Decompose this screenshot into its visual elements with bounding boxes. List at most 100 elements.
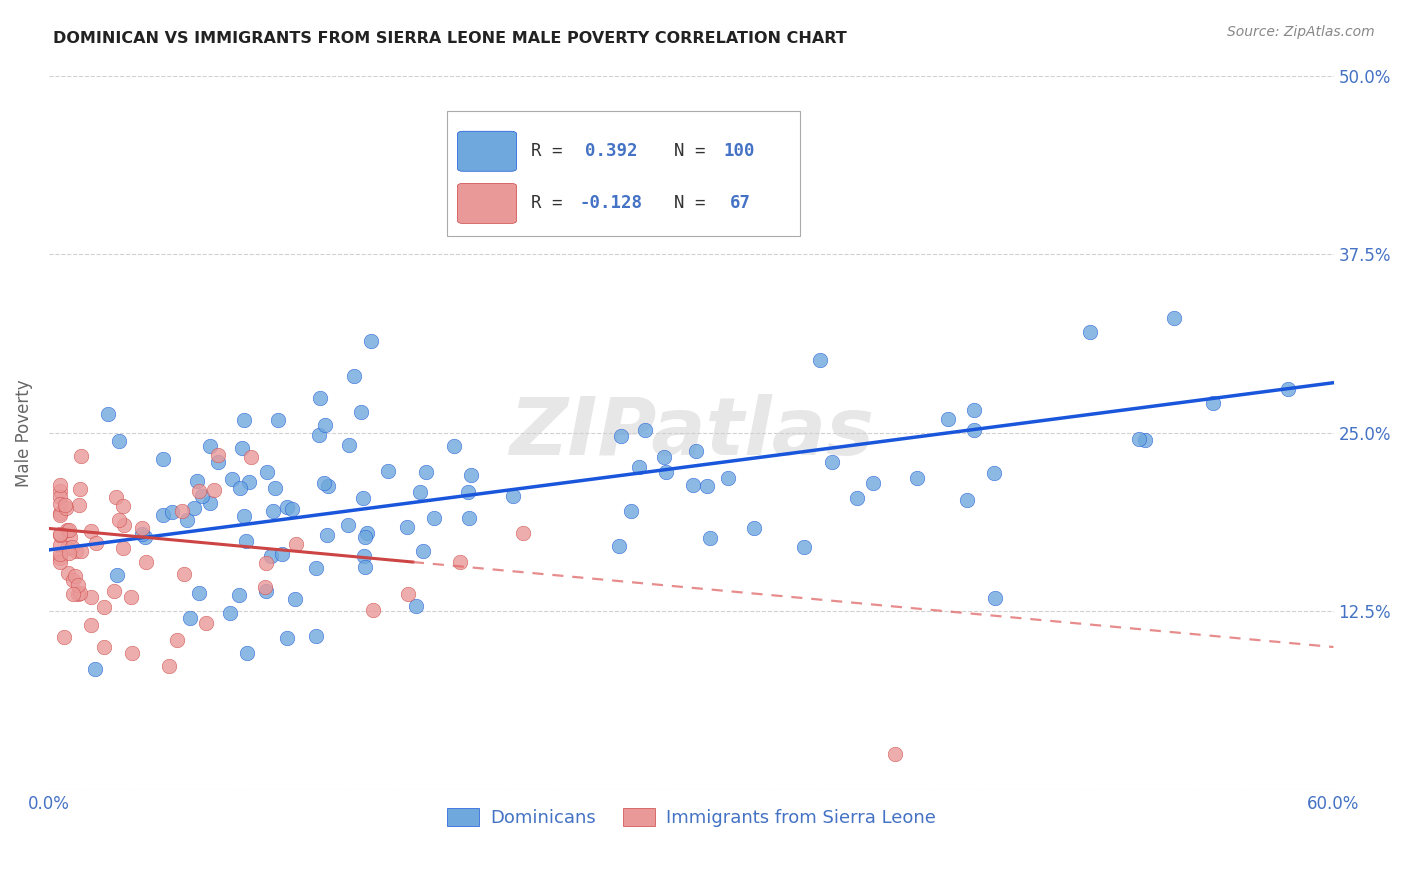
Point <box>86 536 108 550</box>
Point <box>93 640 115 655</box>
Point <box>56 523 79 537</box>
Point <box>112 518 135 533</box>
Point <box>179 611 201 625</box>
Point <box>69 482 91 496</box>
Point <box>305 629 328 643</box>
Point <box>821 455 844 469</box>
Point <box>159 658 181 673</box>
Point <box>108 434 131 448</box>
Point <box>634 423 657 437</box>
Point <box>48 555 70 569</box>
Point <box>254 580 277 594</box>
Point <box>48 528 70 542</box>
Point <box>415 466 437 480</box>
Text: 67: 67 <box>730 194 751 212</box>
Point <box>862 476 884 491</box>
Point <box>65 543 87 558</box>
Point <box>1163 311 1185 326</box>
Point <box>284 592 307 607</box>
Point <box>350 404 373 418</box>
Point <box>107 568 129 582</box>
Point <box>207 455 229 469</box>
Point <box>963 403 986 417</box>
Point <box>316 528 339 542</box>
Text: Source: ZipAtlas.com: Source: ZipAtlas.com <box>1227 25 1375 39</box>
Point <box>742 521 765 535</box>
Point <box>173 567 195 582</box>
Point <box>717 471 740 485</box>
Point <box>80 524 103 538</box>
Point <box>260 549 283 563</box>
Point <box>682 478 704 492</box>
Point <box>654 450 676 464</box>
Point <box>254 556 277 570</box>
Point <box>262 504 284 518</box>
Point <box>188 586 211 600</box>
Point <box>628 459 651 474</box>
Point <box>352 491 374 505</box>
Y-axis label: Male Poverty: Male Poverty <box>15 379 32 486</box>
Point <box>67 577 90 591</box>
Point <box>808 352 831 367</box>
FancyBboxPatch shape <box>457 131 516 171</box>
Point <box>458 511 481 525</box>
Point <box>685 444 707 458</box>
Point <box>232 413 254 427</box>
Point <box>449 556 471 570</box>
Point <box>56 566 79 580</box>
Point <box>314 476 336 491</box>
Point <box>80 590 103 604</box>
Text: DOMINICAN VS IMMIGRANTS FROM SIERRA LEONE MALE POVERTY CORRELATION CHART: DOMINICAN VS IMMIGRANTS FROM SIERRA LEON… <box>53 31 848 46</box>
Point <box>360 334 382 349</box>
Point <box>60 540 83 554</box>
Point <box>267 413 290 427</box>
Point <box>105 490 128 504</box>
Point <box>336 517 359 532</box>
Point <box>793 540 815 554</box>
Point <box>112 500 135 514</box>
Point <box>1277 382 1299 396</box>
Point <box>58 546 80 560</box>
Point <box>620 504 643 518</box>
Point <box>356 526 378 541</box>
Point <box>231 441 253 455</box>
Point <box>59 530 82 544</box>
Point <box>131 521 153 535</box>
Text: 100: 100 <box>723 142 755 161</box>
Point <box>354 559 377 574</box>
Point <box>443 439 465 453</box>
Point <box>111 541 134 555</box>
Point <box>52 630 75 644</box>
Point <box>502 489 524 503</box>
Point <box>97 407 120 421</box>
Point <box>83 662 105 676</box>
Point <box>69 543 91 558</box>
Point <box>846 491 869 505</box>
Point <box>938 412 960 426</box>
Point <box>512 526 534 541</box>
Point <box>186 474 208 488</box>
Point <box>655 465 678 479</box>
Point <box>236 647 259 661</box>
Point <box>305 561 328 575</box>
FancyBboxPatch shape <box>447 112 800 236</box>
Point <box>152 508 174 523</box>
Point <box>48 526 70 541</box>
Point <box>962 423 984 437</box>
Point <box>1080 325 1102 339</box>
Point <box>67 498 90 512</box>
Point <box>983 466 1005 480</box>
Point <box>198 496 221 510</box>
Point <box>48 478 70 492</box>
Point <box>103 584 125 599</box>
Point <box>48 551 70 566</box>
Point <box>377 464 399 478</box>
Point <box>318 479 340 493</box>
Point <box>905 471 928 485</box>
Point <box>108 513 131 527</box>
Point <box>198 439 221 453</box>
Legend: Dominicans, Immigrants from Sierra Leone: Dominicans, Immigrants from Sierra Leone <box>439 801 943 835</box>
Point <box>221 472 243 486</box>
Point <box>48 539 70 553</box>
Point <box>276 500 298 514</box>
